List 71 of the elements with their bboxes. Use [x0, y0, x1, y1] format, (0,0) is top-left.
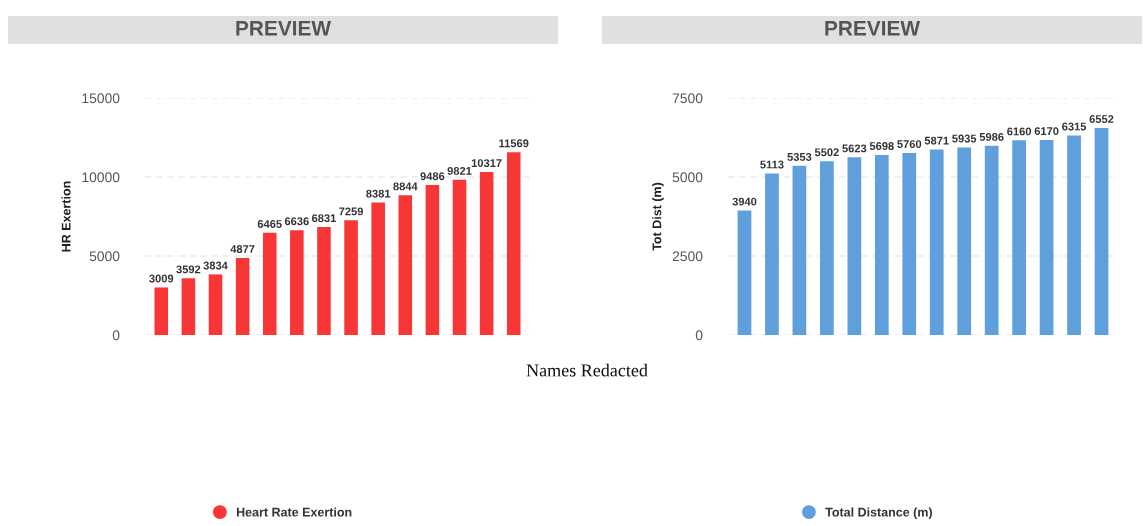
- data-label: 5113: [760, 160, 784, 169]
- data-label: 10317: [471, 159, 502, 168]
- y-tick-label: 2500: [672, 251, 703, 262]
- y-tick-label: 5000: [672, 172, 703, 183]
- bar: [235, 257, 250, 335]
- data-label: 5760: [897, 140, 922, 149]
- data-label: 3834: [203, 261, 228, 270]
- data-label: 8844: [393, 182, 418, 191]
- bar: [765, 173, 779, 335]
- data-label: 9821: [447, 166, 472, 175]
- bar: [929, 149, 944, 335]
- data-label: 5935: [952, 134, 977, 143]
- bar: [506, 152, 521, 335]
- bar: [1039, 140, 1054, 335]
- bar: [317, 227, 331, 335]
- data-label: 6552: [1089, 115, 1114, 123]
- text: Names Redacted: [526, 363, 648, 377]
- y-tick-label: 5000: [89, 251, 120, 262]
- bar: [181, 278, 196, 335]
- data-label: 9486: [420, 172, 445, 181]
- data-label: 6315: [1062, 122, 1087, 131]
- data-label: 8381: [366, 189, 391, 198]
- bar: [737, 210, 752, 335]
- data-label: 4877: [230, 245, 255, 253]
- data-label: 6465: [257, 220, 282, 228]
- data-label: 6636: [284, 217, 309, 226]
- bar: [344, 220, 358, 335]
- data-label: 3009: [149, 274, 174, 283]
- chart-title: PREVIEW: [236, 21, 332, 36]
- bar: [874, 154, 889, 335]
- bar: [792, 165, 807, 335]
- data-label: 5871: [924, 136, 949, 145]
- y-tick-label: 0: [695, 330, 703, 341]
- bar: [154, 287, 169, 335]
- data-label: 5623: [842, 144, 867, 153]
- y-tick-label: 10000: [82, 172, 120, 183]
- data-label: 6831: [311, 214, 336, 223]
- data-label: 3592: [176, 265, 201, 274]
- bar: [479, 171, 494, 335]
- data-label: 5698: [869, 142, 894, 150]
- y-tick-label: 15000: [82, 93, 120, 104]
- bar: [984, 145, 999, 335]
- bar: [820, 161, 834, 335]
- bar: [452, 179, 467, 335]
- bar: [847, 157, 862, 335]
- y-tick-label: 7500: [672, 93, 703, 104]
- chart-title: PREVIEW: [825, 21, 921, 36]
- bar: [425, 185, 440, 335]
- data-label: 5353: [787, 153, 812, 161]
- y-axis-title: Tot Dist (m): [652, 182, 664, 251]
- bar: [957, 147, 972, 335]
- data-label: 5502: [814, 148, 839, 157]
- bar: [1094, 127, 1109, 335]
- y-tick-label: 0: [112, 330, 120, 341]
- bar: [1067, 135, 1081, 335]
- legend-label: Total Distance (m): [825, 507, 932, 520]
- data-label: 6170: [1034, 127, 1059, 136]
- bar: [290, 230, 304, 335]
- legend-label: Heart Rate Exertion: [236, 507, 352, 517]
- y-axis-title: HR Exertion: [61, 181, 71, 252]
- bar: [902, 152, 917, 335]
- data-label: 5986: [979, 133, 1004, 141]
- data-label: 11569: [499, 139, 529, 148]
- data-label: 3940: [732, 197, 757, 206]
- bar: [208, 274, 223, 335]
- bar: [262, 232, 277, 335]
- bar: [1012, 140, 1026, 335]
- data-label: 7259: [339, 207, 363, 216]
- data-label: 6160: [1007, 127, 1032, 136]
- bar: [398, 195, 413, 335]
- bar: [371, 202, 385, 335]
